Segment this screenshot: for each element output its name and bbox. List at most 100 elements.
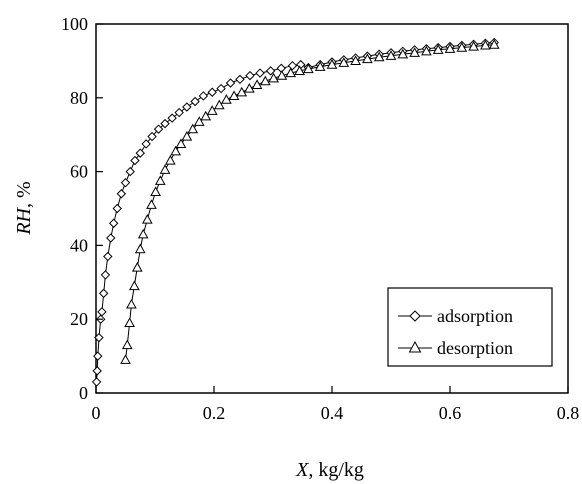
- data-point-adsorption: [245, 70, 255, 81]
- data-point-adsorption: [100, 270, 111, 280]
- diamond-marker-icon: [409, 310, 421, 322]
- data-point-desorption: [259, 75, 271, 86]
- data-point-desorption: [373, 51, 385, 62]
- data-point-desorption: [131, 262, 143, 272]
- series-desorption: [120, 39, 500, 364]
- y-tick-label: 60: [70, 162, 88, 182]
- data-point-adsorption: [141, 139, 151, 149]
- axis-ticks: 0 0.2 0.4 0.6 0.8 0 20 40 60 80 100: [61, 14, 579, 423]
- data-point-desorption: [121, 339, 133, 350]
- data-point-adsorption: [106, 233, 116, 243]
- y-axis-label: RH, %: [13, 181, 35, 235]
- x-tick-label: 0: [92, 403, 101, 423]
- data-point-desorption: [146, 199, 157, 209]
- x-tick-label: 0.6: [439, 403, 462, 423]
- legend-item-adsorption: adsorption: [398, 306, 513, 326]
- legend-item-desorption: desorption: [398, 338, 513, 358]
- data-point-adsorption: [94, 332, 104, 343]
- data-point-desorption: [294, 65, 305, 75]
- data-point-desorption: [409, 47, 420, 57]
- data-point-desorption: [480, 39, 491, 50]
- data-point-adsorption: [255, 68, 265, 78]
- data-point-desorption: [488, 39, 500, 49]
- data-point-adsorption: [287, 60, 298, 71]
- data-point-adsorption: [116, 189, 127, 199]
- data-point-desorption: [338, 57, 350, 67]
- data-point-desorption: [170, 145, 181, 156]
- x-axis-unit: , kg/kg: [308, 459, 364, 481]
- data-point-desorption: [164, 155, 176, 165]
- data-point-adsorption: [198, 91, 209, 101]
- data-point-adsorption: [130, 155, 140, 166]
- data-point-adsorption: [207, 87, 217, 97]
- data-point-adsorption: [98, 288, 109, 299]
- data-point-adsorption: [120, 177, 131, 188]
- data-point-desorption: [285, 67, 297, 78]
- data-point-adsorption: [276, 63, 286, 73]
- data-point-desorption: [276, 70, 288, 80]
- data-point-desorption: [137, 228, 149, 239]
- y-tick-label: 0: [79, 383, 88, 403]
- x-tick-label: 0.8: [557, 403, 580, 423]
- data-point-desorption: [141, 214, 153, 224]
- data-point-adsorption: [103, 251, 113, 262]
- data-point-desorption: [268, 72, 279, 83]
- series-layer: [91, 37, 500, 387]
- triangle-marker-icon: [408, 340, 422, 353]
- y-axis-variable: RH: [13, 206, 35, 235]
- y-tick-label: 80: [70, 88, 88, 108]
- data-point-desorption: [221, 94, 232, 104]
- data-point-desorption: [126, 298, 137, 309]
- data-point-desorption: [213, 99, 225, 110]
- data-point-desorption: [244, 83, 255, 93]
- data-point-adsorption: [216, 83, 226, 94]
- data-point-desorption: [134, 243, 146, 254]
- data-point-desorption: [206, 105, 218, 115]
- data-point-desorption: [236, 86, 248, 97]
- y-tick-label: 20: [70, 309, 88, 329]
- data-point-desorption: [385, 50, 397, 60]
- data-point-adsorption: [97, 307, 107, 317]
- data-point-adsorption: [235, 74, 245, 85]
- data-point-desorption: [350, 55, 361, 65]
- data-point-desorption: [187, 123, 199, 134]
- data-point-desorption: [314, 61, 326, 71]
- data-point-adsorption: [190, 96, 200, 107]
- data-point-desorption: [129, 280, 140, 291]
- data-point-adsorption: [108, 218, 119, 228]
- data-point-adsorption: [147, 131, 157, 142]
- legend-box: [387, 287, 553, 367]
- legend-label-desorption: desorption: [437, 338, 513, 358]
- data-point-adsorption: [92, 366, 102, 376]
- data-point-desorption: [181, 131, 193, 141]
- data-point-adsorption: [135, 148, 145, 158]
- data-point-adsorption: [93, 351, 103, 361]
- data-point-desorption: [154, 175, 166, 185]
- y-tick-label: 40: [70, 235, 88, 255]
- data-point-desorption: [326, 59, 338, 69]
- data-point-desorption: [444, 43, 456, 53]
- data-point-desorption: [159, 164, 171, 174]
- data-point-desorption: [468, 40, 479, 51]
- data-point-desorption: [228, 90, 240, 101]
- y-tick-label: 100: [61, 14, 88, 34]
- x-tick-label: 0.4: [321, 403, 344, 423]
- legend-label-adsorption: adsorption: [437, 306, 513, 326]
- data-point-adsorption: [153, 124, 164, 134]
- data-point-adsorption: [160, 118, 170, 129]
- data-point-desorption: [175, 138, 187, 149]
- data-point-desorption: [150, 186, 161, 196]
- x-tick-label: 0.2: [203, 403, 226, 423]
- data-point-desorption: [397, 48, 409, 59]
- data-point-desorption: [456, 42, 468, 52]
- data-point-desorption: [303, 63, 314, 74]
- data-point-adsorption: [91, 377, 102, 387]
- x-axis-label: X, kg/kg: [295, 459, 364, 481]
- data-point-adsorption: [167, 113, 177, 123]
- data-point-desorption: [421, 45, 432, 56]
- data-point-adsorption: [296, 59, 306, 70]
- data-point-desorption: [193, 116, 205, 126]
- x-axis-variable: X: [295, 459, 309, 481]
- data-point-adsorption: [265, 66, 276, 76]
- data-point-desorption: [200, 110, 212, 121]
